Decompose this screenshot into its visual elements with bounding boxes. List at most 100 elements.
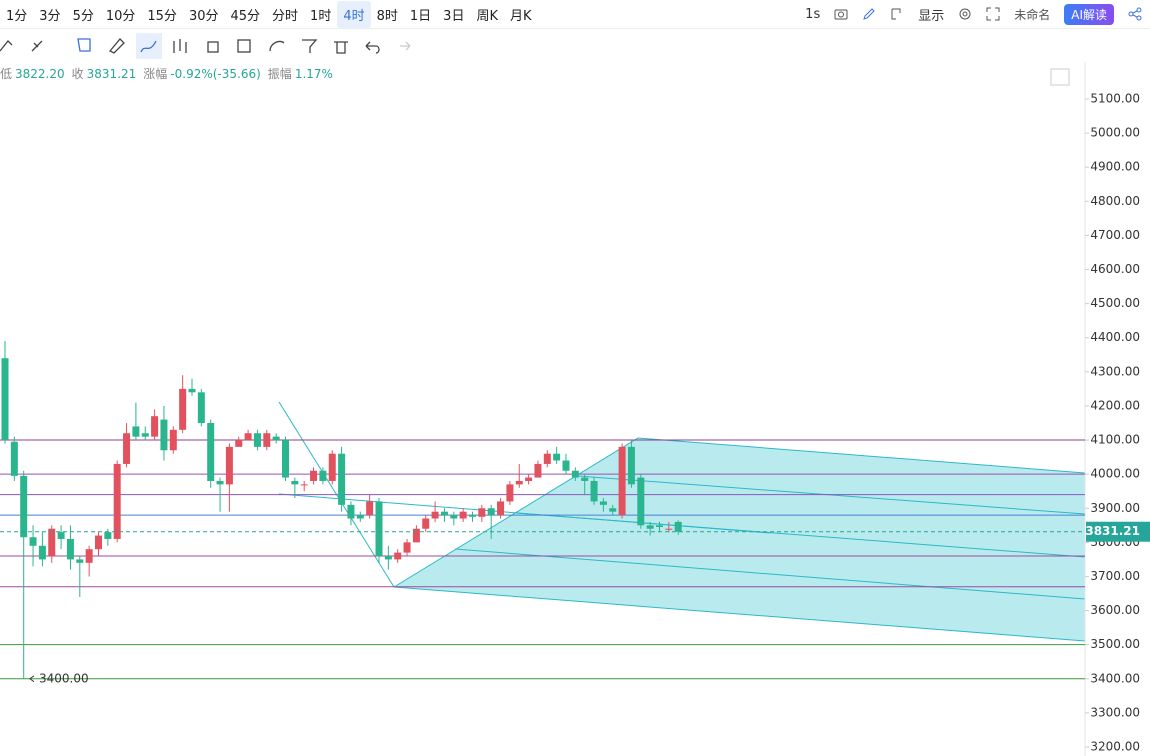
interval-button[interactable]: 15分 bbox=[147, 8, 177, 24]
candle-body bbox=[431, 511, 439, 519]
interval-button[interactable]: 1时 bbox=[310, 8, 332, 24]
tool-icon[interactable] bbox=[302, 39, 318, 53]
undo-icon[interactable] bbox=[365, 41, 380, 54]
candle-body bbox=[300, 484, 308, 486]
candle-body bbox=[506, 484, 514, 502]
candle-body bbox=[38, 545, 46, 560]
interval-button[interactable]: 1分 bbox=[6, 8, 28, 24]
candle-body bbox=[384, 556, 392, 560]
candle-body bbox=[338, 453, 346, 505]
interval-button[interactable]: 45分 bbox=[230, 8, 261, 24]
share-icon[interactable] bbox=[1128, 7, 1142, 21]
candle-body bbox=[76, 559, 84, 563]
interval-button[interactable]: 1日 bbox=[409, 8, 432, 24]
pen-icon[interactable] bbox=[862, 7, 876, 21]
candle-body bbox=[85, 549, 93, 563]
y-tick-label: 4300.00 bbox=[1090, 364, 1140, 378]
candle-body bbox=[310, 470, 318, 481]
interval-button[interactable]: 周K bbox=[476, 8, 498, 24]
drawing-layer bbox=[278, 401, 1086, 642]
channel-line bbox=[454, 548, 1086, 600]
channel-fill bbox=[394, 438, 1085, 641]
y-tick-label: 5000.00 bbox=[1090, 126, 1140, 140]
tool-icon[interactable] bbox=[173, 39, 187, 53]
camera-icon[interactable] bbox=[834, 7, 848, 21]
tool-icon[interactable] bbox=[0, 40, 13, 52]
candle-body bbox=[197, 392, 205, 424]
last-price-label: 3831.21 bbox=[1085, 524, 1140, 538]
info-label: 收 bbox=[71, 67, 84, 81]
info-label: 低 bbox=[0, 67, 13, 81]
fullscreen-icon[interactable] bbox=[986, 7, 1000, 21]
candle-body bbox=[216, 480, 224, 485]
y-tick-label: 3600.00 bbox=[1090, 603, 1140, 617]
y-tick-label: 3200.00 bbox=[1090, 739, 1140, 753]
tool-icon[interactable] bbox=[269, 40, 285, 52]
layout-name[interactable]: 未命名 bbox=[1014, 7, 1051, 22]
candle-body bbox=[515, 480, 523, 485]
interval-button[interactable]: 5分 bbox=[72, 8, 94, 24]
interval-button[interactable]: 月K bbox=[509, 8, 532, 24]
candle-body bbox=[459, 511, 467, 519]
candle-body bbox=[132, 426, 140, 437]
interval-button[interactable]: 分时 bbox=[272, 8, 299, 24]
candle-body bbox=[207, 423, 215, 481]
tool-icon[interactable] bbox=[108, 38, 125, 54]
tool-active-bg bbox=[136, 33, 162, 59]
candle-body bbox=[225, 446, 233, 485]
candle-body bbox=[599, 501, 607, 505]
min-marker-arrow bbox=[29, 675, 35, 683]
candle-body bbox=[618, 446, 626, 516]
candle-body bbox=[609, 508, 617, 512]
candle-body bbox=[188, 388, 196, 393]
y-tick-label: 4900.00 bbox=[1090, 160, 1140, 174]
candle-body bbox=[253, 433, 261, 447]
redo-icon[interactable] bbox=[400, 41, 411, 51]
y-tick-label: 3900.00 bbox=[1090, 501, 1140, 515]
candle-body bbox=[282, 440, 289, 478]
tool-icon[interactable] bbox=[140, 40, 157, 53]
candle-body bbox=[179, 388, 187, 430]
info-bar: 低 3822.20 收 3831.21 涨幅 -0.92%(-35.66) 振幅 1.17% bbox=[0, 65, 340, 82]
candle-body bbox=[151, 416, 159, 437]
interval-button[interactable]: 3分 bbox=[39, 8, 61, 24]
tool-icon[interactable] bbox=[334, 41, 348, 54]
interval-button[interactable]: 8时 bbox=[376, 8, 398, 24]
candle-body bbox=[235, 440, 243, 447]
last-price-tag bbox=[1086, 521, 1150, 542]
candle-body bbox=[113, 463, 121, 539]
y-tick-label: 4600.00 bbox=[1090, 262, 1140, 276]
candle-body bbox=[637, 477, 645, 526]
candle-body bbox=[590, 480, 598, 502]
interval-button[interactable]: 4时 bbox=[337, 0, 371, 28]
tool-icon[interactable] bbox=[207, 41, 219, 53]
display-button[interactable]: 显示 bbox=[918, 8, 945, 24]
candle-body bbox=[403, 542, 411, 553]
candle-body bbox=[469, 515, 476, 517]
select-icon[interactable] bbox=[890, 7, 904, 21]
drawing-tools bbox=[0, 33, 411, 59]
info-value: -0.92%(-35.66) bbox=[170, 67, 261, 81]
tool-icon[interactable] bbox=[31, 40, 43, 52]
candle-body bbox=[571, 470, 579, 478]
candle-body bbox=[450, 515, 458, 519]
collapse-button[interactable] bbox=[1050, 68, 1070, 86]
channel-line bbox=[637, 437, 1086, 474]
refresh-rate[interactable]: 1s bbox=[805, 6, 821, 22]
candle-body bbox=[627, 446, 635, 485]
y-tick-label: 4700.00 bbox=[1090, 228, 1140, 242]
tool-icon[interactable] bbox=[237, 39, 251, 53]
ai-button[interactable]: AI解读 bbox=[1064, 3, 1114, 25]
settings-icon[interactable] bbox=[958, 7, 972, 21]
tool-icon[interactable] bbox=[77, 38, 91, 52]
candle-body bbox=[366, 501, 374, 516]
interval-button[interactable]: 10分 bbox=[105, 8, 136, 24]
y-tick-label: 4000.00 bbox=[1090, 467, 1140, 481]
interval-button[interactable]: 3日 bbox=[443, 8, 465, 24]
candle-body bbox=[412, 528, 420, 543]
interval-button[interactable]: 30分 bbox=[188, 8, 219, 24]
y-tick-label: 3700.00 bbox=[1090, 569, 1140, 583]
candle-body bbox=[422, 518, 430, 529]
channel-line bbox=[393, 586, 1086, 642]
candle-body bbox=[646, 525, 654, 529]
